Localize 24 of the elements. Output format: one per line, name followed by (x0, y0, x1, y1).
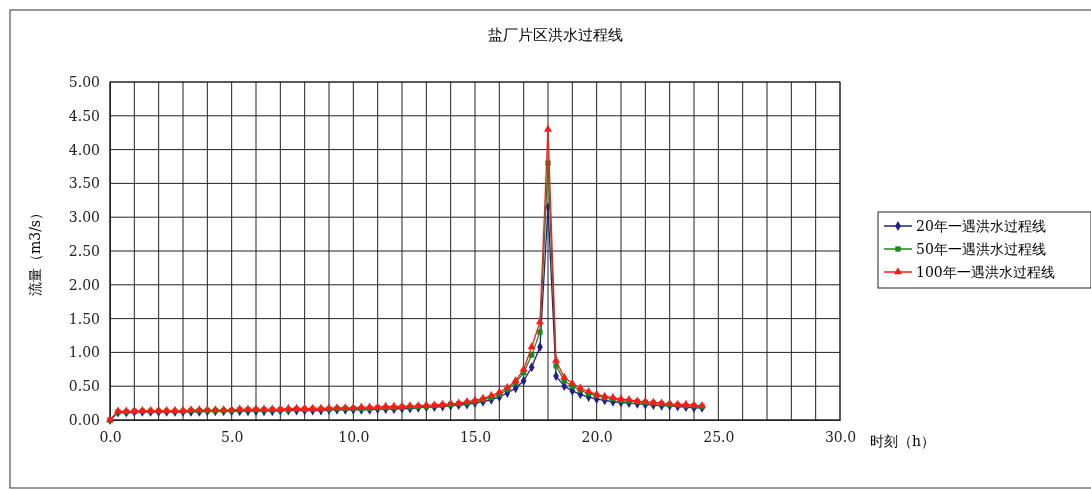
x-tick-label: 5.0 (221, 428, 244, 445)
legend-label: 20年一遇洪水过程线 (916, 218, 1046, 234)
y-axis-title: 流量（m3/s） (27, 205, 43, 297)
y-tick-label: 3.00 (68, 209, 100, 226)
y-tick-label: 3.50 (68, 175, 100, 192)
y-tick-label: 1.50 (68, 310, 100, 327)
y-tick-label: 4.00 (68, 141, 100, 158)
y-tick-label: 0.00 (68, 411, 100, 428)
chart-title: 盐厂片区洪水过程线 (487, 26, 623, 44)
y-tick-label: 4.50 (68, 107, 100, 124)
y-tick-label: 2.00 (68, 276, 100, 293)
x-tick-label: 30.0 (824, 428, 857, 445)
x-tick-label: 20.0 (581, 428, 613, 445)
y-tick-label: 5.00 (68, 73, 100, 90)
x-tick-label: 10.0 (338, 428, 370, 445)
x-tick-label: 25.0 (703, 428, 735, 445)
legend-label: 50年一遇洪水过程线 (916, 241, 1046, 257)
x-tick-label: 15.0 (459, 428, 492, 445)
y-tick-label: 0.50 (68, 378, 100, 395)
y-tick-label: 1.00 (68, 344, 100, 361)
y-tick-label: 2.50 (68, 242, 100, 259)
x-tick-label: 0.0 (99, 428, 122, 445)
legend-label: 100年一遇洪水过程线 (916, 264, 1055, 280)
x-axis-title: 时刻（h） (870, 433, 936, 449)
